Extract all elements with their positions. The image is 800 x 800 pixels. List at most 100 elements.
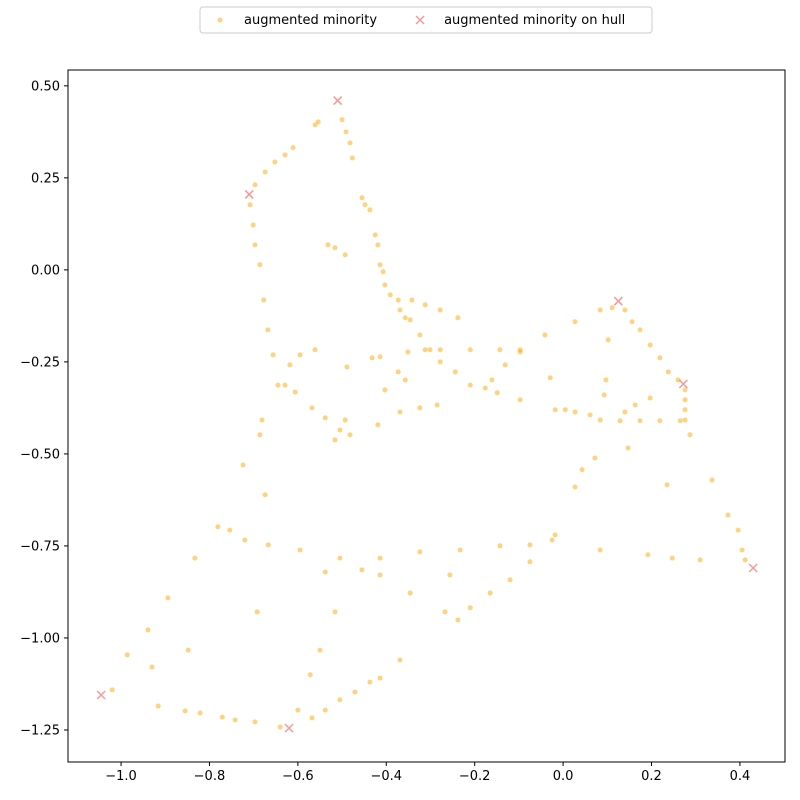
point: [447, 572, 453, 578]
x-tick-label: −1.0: [105, 769, 137, 784]
point: [452, 369, 458, 375]
point: [342, 252, 348, 258]
point: [603, 377, 609, 383]
hull-point: [244, 189, 254, 199]
point: [397, 657, 403, 663]
point: [597, 307, 603, 313]
point: [192, 555, 198, 561]
hull-point: [613, 296, 623, 306]
point: [367, 679, 373, 685]
point: [625, 445, 631, 451]
point: [597, 547, 603, 553]
point: [402, 377, 408, 383]
point: [377, 675, 383, 681]
point: [637, 418, 643, 424]
point: [422, 302, 428, 308]
point: [145, 627, 151, 633]
point: [597, 417, 603, 423]
point: [669, 555, 675, 561]
point: [337, 555, 343, 561]
point: [489, 377, 495, 383]
point: [297, 352, 303, 358]
point: [332, 437, 338, 443]
point: [645, 552, 651, 558]
point: [675, 377, 681, 383]
point: [312, 347, 318, 353]
point: [527, 559, 533, 565]
point: [677, 418, 683, 424]
point: [434, 402, 440, 408]
point: [322, 415, 328, 421]
point: [325, 242, 331, 248]
point: [295, 707, 301, 713]
point: [632, 402, 638, 408]
point: [215, 524, 221, 530]
y-tick-label: 0.50: [31, 79, 60, 94]
point: [109, 687, 115, 693]
point: [277, 724, 283, 730]
point: [637, 327, 643, 333]
point: [382, 282, 388, 288]
hull-point: [284, 723, 294, 733]
point: [467, 347, 473, 353]
point: [375, 422, 381, 428]
point: [259, 417, 265, 423]
point: [417, 332, 423, 338]
point: [182, 708, 188, 714]
point: [149, 664, 155, 670]
point: [232, 717, 238, 723]
point: [165, 595, 171, 601]
plot-frame: [67, 69, 786, 763]
point: [377, 572, 383, 578]
hull-point: [96, 690, 106, 700]
point: [347, 432, 353, 438]
y-tick-label: −0.75: [20, 539, 60, 554]
point: [377, 354, 383, 360]
point: [242, 537, 248, 543]
point: [457, 547, 463, 553]
x-tick-label: −0.6: [282, 769, 314, 784]
point: [359, 567, 365, 573]
point: [605, 337, 611, 343]
point: [742, 557, 748, 563]
point: [257, 262, 263, 268]
point: [622, 307, 628, 313]
y-tick-label: −0.50: [20, 447, 60, 462]
point: [252, 242, 258, 248]
point: [417, 549, 423, 555]
point: [375, 242, 381, 248]
point: [312, 122, 318, 128]
point: [417, 405, 423, 411]
point: [657, 418, 663, 424]
point: [442, 609, 448, 615]
point: [297, 547, 303, 553]
point: [682, 407, 688, 413]
point: [272, 159, 278, 165]
point: [687, 432, 693, 438]
point: [572, 319, 578, 325]
point: [617, 418, 623, 424]
point: [265, 327, 271, 333]
point: [647, 342, 653, 348]
point: [262, 492, 268, 498]
point: [332, 245, 338, 251]
legend-label: augmented minority on hull: [444, 13, 625, 28]
point: [579, 467, 585, 473]
point: [322, 569, 328, 575]
point: [362, 202, 368, 208]
point: [342, 417, 348, 423]
point: [250, 222, 256, 228]
point: [377, 262, 383, 268]
point: [307, 672, 313, 678]
legend-marker: [217, 17, 223, 23]
point: [309, 405, 315, 411]
point: [397, 409, 403, 415]
point: [380, 269, 386, 275]
point: [437, 359, 443, 365]
point: [344, 364, 350, 370]
legend-marker: [415, 15, 425, 25]
point: [247, 202, 253, 208]
point: [735, 527, 741, 533]
y-tick-label: −1.25: [20, 723, 60, 738]
point: [517, 349, 523, 355]
